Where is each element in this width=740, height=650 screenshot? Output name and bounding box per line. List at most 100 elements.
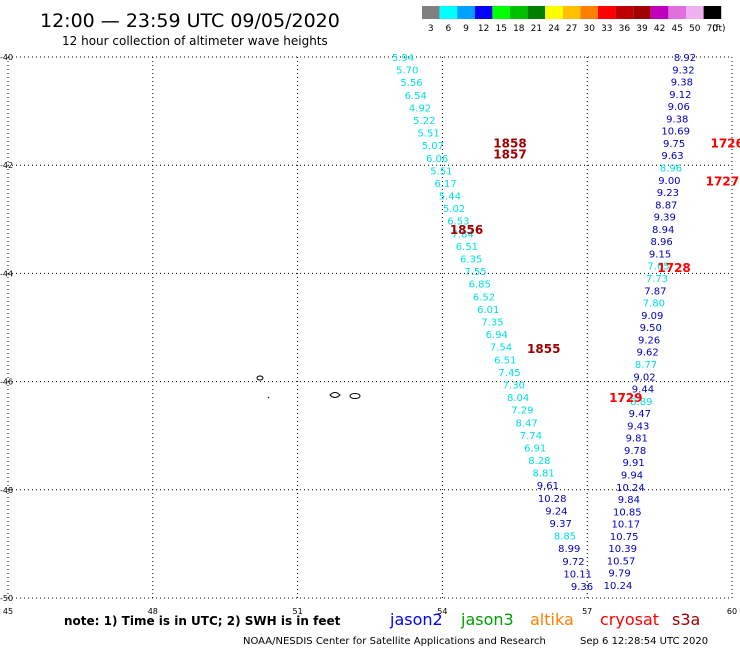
legend-label: 15 <box>495 24 506 34</box>
swh-value: 10.17 <box>611 520 640 531</box>
swh-value: 6.54 <box>405 91 427 102</box>
satellite-name: jason3 <box>460 610 514 629</box>
legend-label: 3 <box>428 24 434 34</box>
swh-value: 10.85 <box>613 507 642 518</box>
swh-value: 7.74 <box>520 431 542 442</box>
footer-credit: NOAA/NESDIS Center for Satellite Applica… <box>243 636 546 647</box>
swh-value: 8.89 <box>630 397 652 408</box>
swh-value: 10.57 <box>607 556 636 567</box>
x-tick-label: 48 <box>148 607 158 616</box>
pass-time-label: 1858 <box>493 137 526 151</box>
swh-value: 8.94 <box>652 225 674 236</box>
swh-value: 9.38 <box>666 114 688 125</box>
swh-value: 7.54 <box>490 343 512 354</box>
map-axes: 45 48 51 54 57 60 -40 -42 -44 -46 -48 -50 <box>0 53 737 616</box>
swh-value: 5.70 <box>396 66 418 77</box>
swh-value: 9.02 <box>633 372 655 383</box>
legend-label: 45 <box>671 24 682 34</box>
legend-label: 42 <box>654 24 665 34</box>
swh-value: 7.45 <box>498 368 520 379</box>
swh-value: 7.65 <box>647 262 669 273</box>
map-grid <box>7 56 733 599</box>
swh-value: 9.26 <box>638 335 660 346</box>
swh-value: 8.28 <box>528 456 550 467</box>
legend-swatch <box>492 6 510 19</box>
swh-value: 7.80 <box>643 299 665 310</box>
color-legend: 3 6 9 12 15 18 21 24 27 30 33 36 39 42 45 50 70 <box>422 6 722 34</box>
swh-value: 10.75 <box>610 532 639 543</box>
swh-value: 5.56 <box>400 78 422 89</box>
pass-time-label: 1726 <box>710 137 740 151</box>
x-tick-label: 54 <box>437 607 447 616</box>
x-tick-label: 60 <box>727 607 737 616</box>
swh-value: 9.32 <box>672 65 694 76</box>
chart-subtitle: 12 hour collection of altimeter wave hei… <box>62 34 328 48</box>
swh-value: 7.35 <box>481 318 503 329</box>
legend-swatch <box>562 6 581 19</box>
swh-value: 9.63 <box>661 151 683 162</box>
legend-label: 18 <box>513 24 525 34</box>
legend-swatch <box>580 6 598 19</box>
swh-value: 9.94 <box>621 470 643 481</box>
swh-value: 5.44 <box>439 192 461 203</box>
y-tick-label: -44 <box>0 269 13 278</box>
swh-value: 6.85 <box>469 280 491 291</box>
swh-value: 10.28 <box>538 494 567 505</box>
y-tick-label: -50 <box>0 594 13 603</box>
swh-value: 8.87 <box>655 200 677 211</box>
swh-value: 9.09 <box>641 311 663 322</box>
swh-value: 6.51 <box>456 242 478 253</box>
swh-value: 8.77 <box>635 360 657 371</box>
swh-value: 9.00 <box>658 176 680 187</box>
swh-value: 9.44 <box>632 385 654 396</box>
legend-unit: (ft) <box>712 24 726 34</box>
swh-value: 7.55 <box>464 267 486 278</box>
swh-value: 9.43 <box>627 421 649 432</box>
chart-title: 12:00 — 23:59 UTC 09/05/2020 <box>40 10 340 32</box>
swh-value: 5.51 <box>417 129 439 140</box>
swh-value: 10.39 <box>608 544 637 555</box>
swh-value: 9.91 <box>622 458 644 469</box>
legend-label: 27 <box>566 24 577 34</box>
swh-value: 9.61 <box>537 481 559 492</box>
pass-time-label: 1857 <box>493 147 526 161</box>
swh-value: 7.30 <box>503 380 525 391</box>
island-outline <box>329 392 341 398</box>
satellite-legend: jason2 jason3 altika cryosat s3a <box>389 610 700 629</box>
swh-value: 5.07 <box>422 141 444 152</box>
legend-label: 50 <box>689 24 701 34</box>
swh-value: 7.87 <box>644 286 666 297</box>
swh-value: 9.36 <box>571 582 593 593</box>
y-tick-label: -42 <box>0 161 13 170</box>
swh-value: 7.29 <box>511 406 533 417</box>
legend-swatch <box>598 6 616 19</box>
swh-value: 10.24 <box>616 483 645 494</box>
island-outlines <box>256 375 361 399</box>
legend-label: 9 <box>463 24 469 34</box>
swh-value: 9.62 <box>636 348 658 359</box>
swh-value: 9.15 <box>649 249 671 260</box>
legend-label: 39 <box>636 24 648 34</box>
swh-value: 7.73 <box>646 274 668 285</box>
swh-value: 6.53 <box>447 217 469 228</box>
satellite-name: cryosat <box>600 610 659 629</box>
legend-label: 24 <box>548 24 560 34</box>
swh-value: 5.02 <box>443 204 465 215</box>
satellite-name: jason2 <box>389 610 443 629</box>
legend-swatch <box>527 6 546 19</box>
swh-value: 8.81 <box>533 469 555 480</box>
swh-value: 5.94 <box>392 53 414 64</box>
pass-time-label: 1856 <box>450 223 483 237</box>
swh-value: 9.75 <box>663 139 685 150</box>
pass-time-label: 1729 <box>609 391 642 405</box>
swh-value: 8.96 <box>650 237 672 248</box>
footer-timestamp: Sep 6 12:28:54 UTC 2020 <box>580 636 708 647</box>
swh-value: 4.92 <box>409 103 431 114</box>
x-tick-label: 57 <box>582 607 592 616</box>
swh-value: 9.84 <box>618 495 640 506</box>
legend-swatch <box>703 6 722 19</box>
island-outline <box>349 393 361 399</box>
swh-value: 6.01 <box>477 305 499 316</box>
legend-label: 33 <box>601 24 612 34</box>
